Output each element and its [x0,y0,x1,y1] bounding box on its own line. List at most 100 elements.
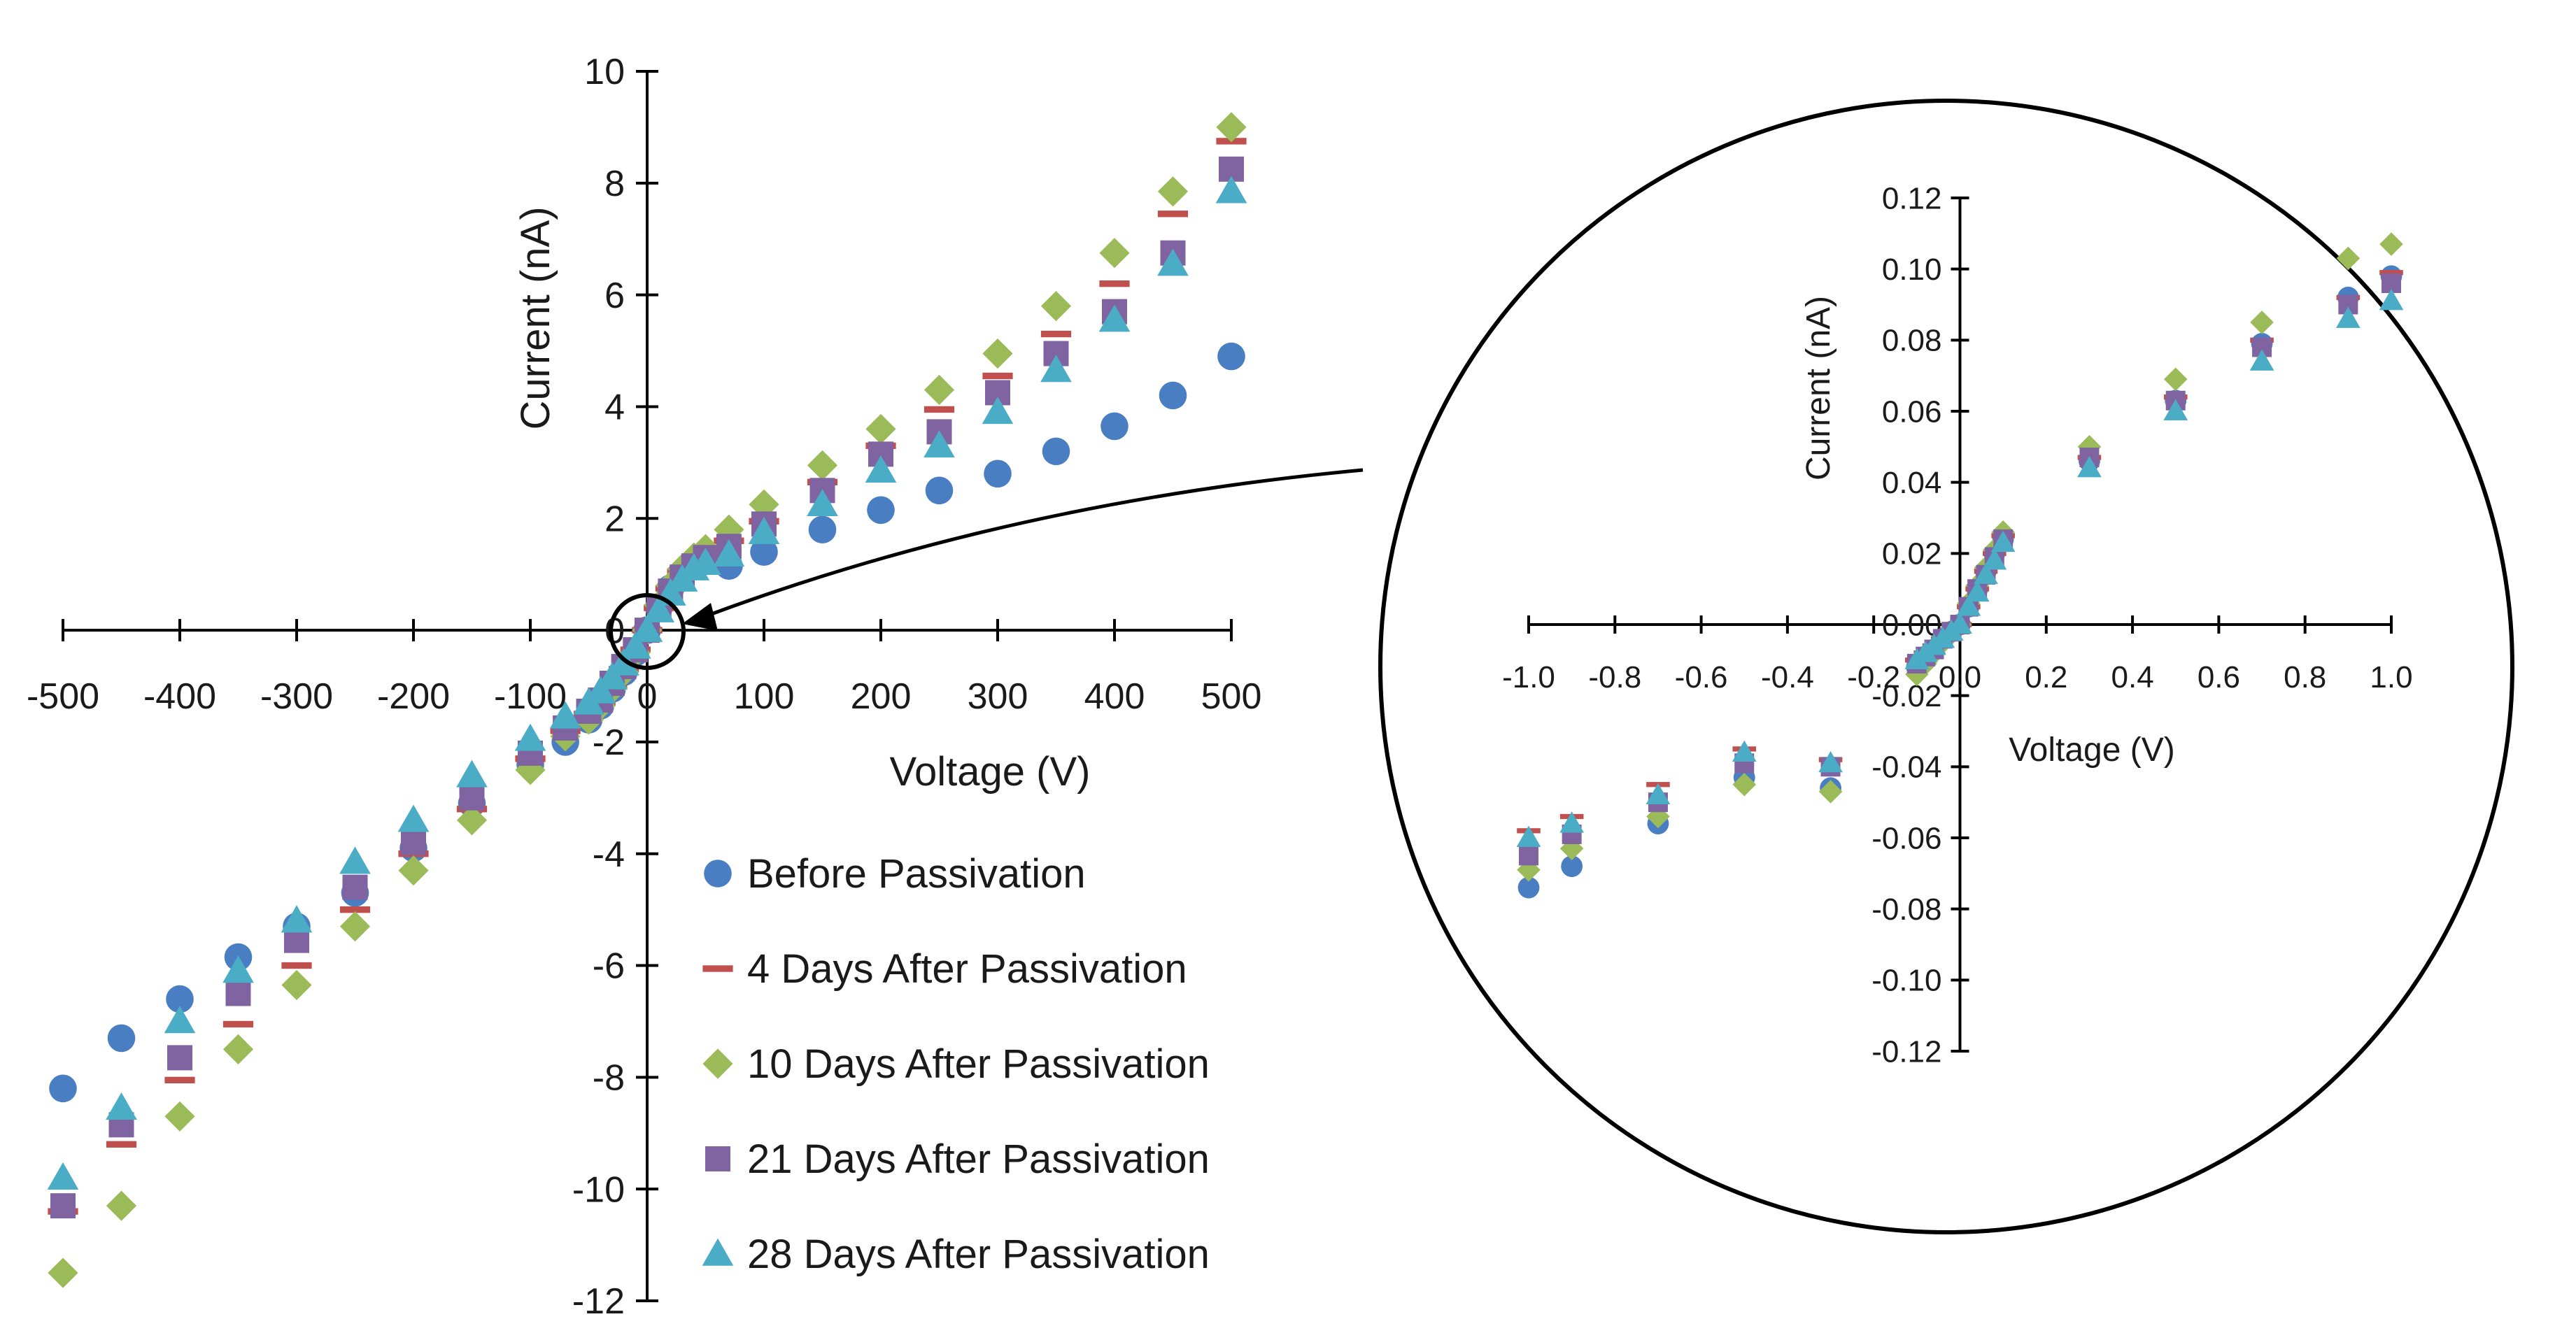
main-data-point [982,338,1013,369]
inset-x-tick-label: 0.6 [2198,660,2240,694]
main-data-point [807,488,838,517]
inset-y-tick-label: 0.12 [1882,181,1942,215]
inset-data-point [1982,548,2007,570]
main-data-point [514,723,546,751]
inset-data-point [2163,367,2188,392]
zoom-source-circle [609,593,686,670]
main-data-point [750,538,778,566]
inset-y-tick-label: -0.04 [1871,750,1941,785]
main-data-point [398,855,429,886]
main-data-point [690,547,721,575]
main-data-point [342,874,368,900]
main-data-point [281,969,312,1001]
inset-data-point [2335,306,2361,328]
main-data-point [1157,211,1189,218]
main-data-points [47,112,1247,1288]
inset-tick-labels: -1.0 -0.8 -0.6 -0.4 -0.2 0.0 0.2 0.4 0.6 0.8 1.0 -0… [1502,181,2413,1069]
main-x-tick-label: -400 [143,676,216,717]
inset-data-point [1818,750,1843,773]
main-data-point [984,459,1012,488]
inset-data-point [1732,740,1757,762]
main-data-point [456,760,488,787]
zoom-pointer-arrow [688,468,1364,625]
inset-x-tick-label: 0.0 [1939,660,1981,694]
main-y-tick-label: -4 [593,834,625,875]
main-data-point [1099,280,1130,287]
main-y-tick-label: 8 [604,164,625,204]
main-data-point [107,1024,136,1053]
inset-data-point [2077,435,2102,459]
inset-data-point [2163,399,2188,421]
main-data-point [1157,176,1189,207]
inset-y-tick-label: 0.08 [1882,324,1942,358]
inset-x-tick-label: -0.2 [1847,660,1900,694]
main-data-point [222,1034,254,1065]
main-x-tick-label: 400 [1084,676,1145,717]
main-data-point [1042,437,1070,466]
main-y-tick-label: -12 [572,1281,625,1322]
main-data-point [713,539,745,566]
main-x-tick-label: 300 [968,676,1028,717]
main-y-tick-label: 6 [604,276,625,316]
main-y-tick-label: 4 [604,387,625,428]
main-data-point [164,1006,196,1034]
inset-data-point [1974,562,1998,584]
main-x-tick-label: -200 [377,676,450,717]
main-x-tick-label: -100 [494,676,567,717]
main-data-point [923,406,955,413]
main-data-point [807,450,838,480]
main-data-point [106,1141,137,1148]
main-data-point [865,413,896,445]
main-data-point [456,805,488,836]
main-data-point [1157,248,1189,276]
main-data-point [619,631,651,659]
legend: Before Passivation 4 Days After Passivati… [702,851,1210,1277]
zoom-arrowhead [682,603,718,631]
main-chart: -500 -400 -300 -200 -100 0 100 200 300 400 500 -12 -… [27,52,1261,1322]
main-data-point [923,374,955,406]
main-x-tick-label: 200 [851,676,912,717]
inset-data-point [1956,594,1981,616]
main-data-point [1099,238,1130,269]
main-data-point [923,430,955,458]
main-data-point [166,985,194,1013]
inset-data-point [1732,772,1757,797]
main-data-point [1101,412,1128,441]
inset-y-tick-label: 0.06 [1882,394,1942,429]
inset-data-point [1646,783,1671,805]
inset-data-point [1948,612,1972,634]
legend-marker [705,1146,730,1171]
main-data-point [222,955,254,983]
main-y-axis-label: Current (nA) [513,206,558,429]
inset-y-tick-label: -0.08 [1871,892,1941,927]
inset-y-tick-label: -0.10 [1871,964,1941,998]
inset-x-tick-label: 0.8 [2284,660,2326,694]
main-data-point [401,829,426,855]
main-data-point [106,1190,137,1221]
main-data-point [49,1074,77,1103]
inset-x-tick-label: 0.2 [2025,660,2067,694]
main-x-tick-label: 0 [637,676,658,717]
inset-x-tick-label: 1.0 [2370,660,2412,694]
inset-data-point [2379,232,2403,256]
main-data-point [1098,304,1131,332]
main-data-point [106,1092,137,1120]
inset-y-axis-label: Current (nA) [1800,296,1837,480]
main-data-point [584,676,616,704]
main-data-point [167,1045,192,1071]
main-data-point [339,846,371,874]
inset-data-point [2077,455,2102,478]
main-x-tick-label: 100 [734,676,795,717]
inset-data-point [1517,876,1540,899]
legend-label: 10 Days After Passivation [747,1041,1210,1087]
main-x-axis-label: Voltage (V) [890,749,1091,794]
legend-label: 4 Days After Passivation [747,946,1187,992]
main-data-point [225,981,251,1006]
main-data-point [48,1257,78,1288]
main-data-point [164,1101,195,1132]
main-data-point [982,372,1013,380]
main-data-point [1040,291,1072,322]
inset-x-tick-label: -0.8 [1588,660,1641,694]
